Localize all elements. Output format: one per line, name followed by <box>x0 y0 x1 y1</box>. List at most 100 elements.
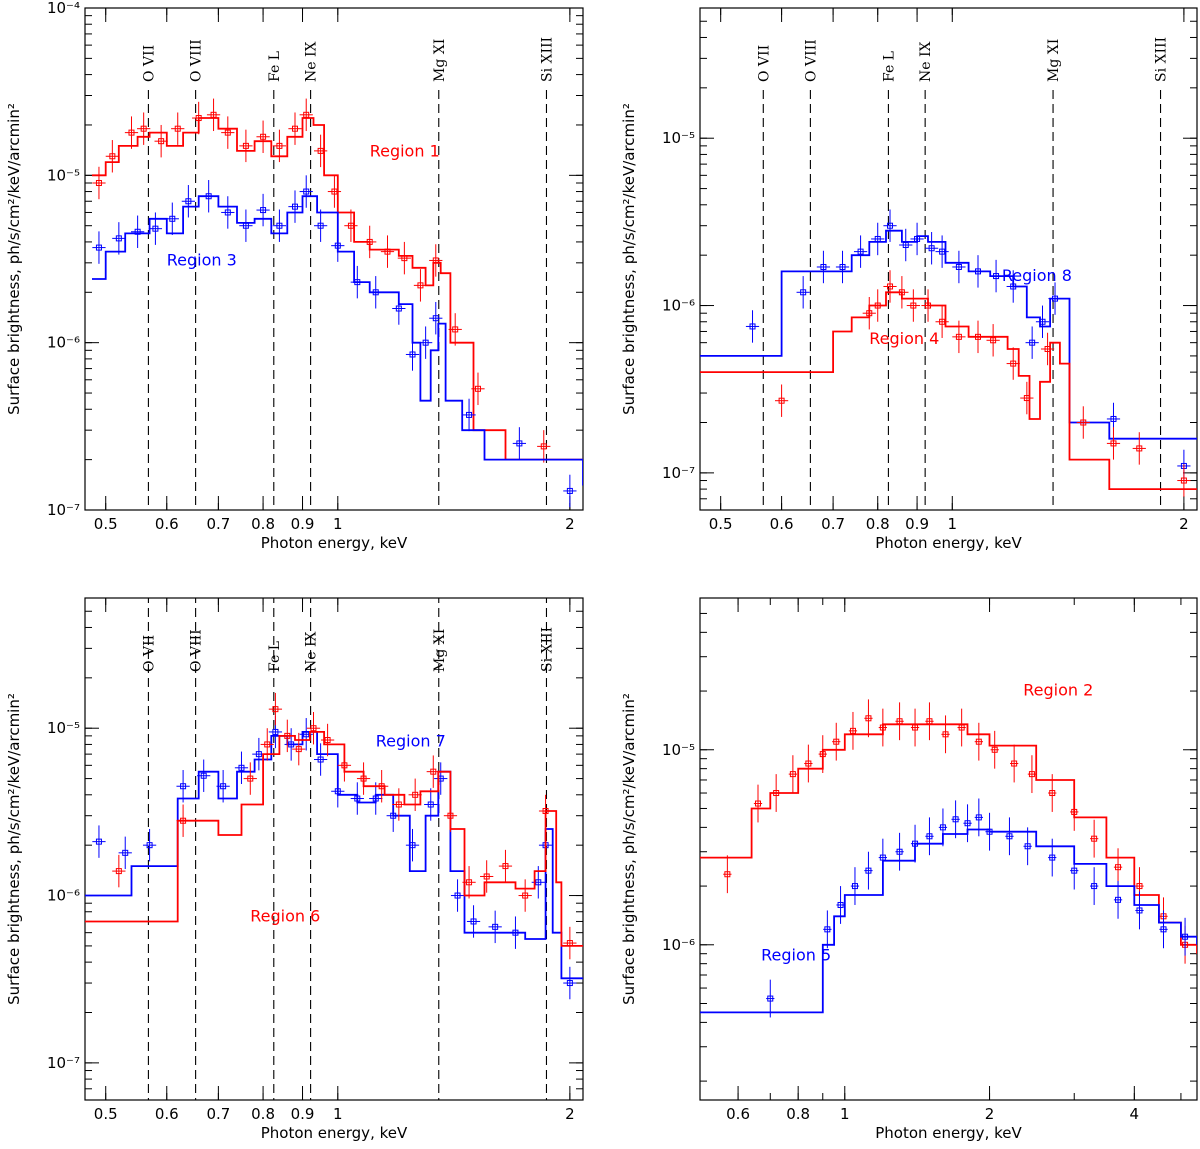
series-region-8 <box>700 209 1197 483</box>
x-tick-label: 0.5 <box>94 515 118 533</box>
point-marker <box>115 868 122 875</box>
point-marker <box>1091 883 1098 890</box>
y-tick-label: 10⁻⁶ <box>662 297 695 315</box>
point-marker <box>366 238 373 245</box>
point-marker <box>566 487 573 494</box>
data-point <box>1070 851 1079 890</box>
data-point <box>256 120 270 153</box>
region-label: Region 1 <box>370 141 440 160</box>
point-marker <box>430 768 437 775</box>
panel-2: 0.5 0.6 0.7 0.8 0.9 1 2 10⁻⁷ 10⁻⁶ 10⁻⁵ Photon ener… <box>620 7 1198 552</box>
minor-ticks <box>699 598 1197 1100</box>
point-marker <box>896 848 903 855</box>
region-label: Region 3 <box>167 250 237 269</box>
x-tick-label: 0.9 <box>291 515 315 533</box>
data-point <box>518 879 532 912</box>
point-marker <box>454 892 461 899</box>
data-point <box>910 222 924 256</box>
data-point <box>971 255 985 288</box>
point-marker <box>409 842 416 849</box>
point-marker <box>1052 295 1059 302</box>
point-marker <box>220 783 227 790</box>
data-point <box>1025 326 1039 359</box>
point-marker <box>341 762 348 769</box>
point-marker <box>432 315 439 322</box>
point-marker <box>749 323 756 330</box>
point-marker <box>1091 835 1098 842</box>
point-marker <box>887 283 894 290</box>
line-label: Ne IX <box>304 631 320 672</box>
data-point <box>864 851 873 890</box>
x-tick-label: 0.7 <box>206 515 230 533</box>
data-point <box>471 372 485 406</box>
series-region-4 <box>700 270 1197 497</box>
x-tick-label: 1 <box>333 515 343 533</box>
point-marker <box>874 302 881 309</box>
point-marker <box>401 255 408 262</box>
x-tick-label: 1 <box>333 1105 343 1123</box>
data-point <box>921 289 935 322</box>
data-point <box>176 804 190 837</box>
point-marker <box>210 111 217 118</box>
point-marker <box>942 731 949 738</box>
point-marker <box>789 771 796 778</box>
data-point <box>1135 891 1144 930</box>
point-marker <box>303 188 310 195</box>
point-marker <box>324 737 331 744</box>
data-point <box>221 196 235 229</box>
data-point <box>369 782 383 815</box>
x-axis-label: Photon energy, keV <box>875 534 1022 552</box>
minor-ticks <box>85 598 583 1101</box>
point-marker <box>857 248 864 255</box>
y-axis-label: Surface brightness, ph/s/cm²/keV/arcmin² <box>620 693 638 1005</box>
x-tick-label: 0.9 <box>905 515 929 533</box>
line-label: Si XIII <box>1154 37 1170 82</box>
point-marker <box>896 718 903 725</box>
data-point <box>938 808 948 847</box>
point-marker <box>255 751 262 758</box>
data-point <box>176 770 190 803</box>
point-marker <box>128 129 135 136</box>
point-marker <box>174 125 181 132</box>
data-point <box>895 702 904 741</box>
point-marker <box>566 940 573 947</box>
point-marker <box>390 812 397 819</box>
point-marker <box>409 351 416 358</box>
data-point <box>405 338 420 371</box>
data-point <box>1023 827 1032 866</box>
data-point <box>832 722 841 761</box>
model-curve <box>85 731 583 980</box>
point-marker <box>427 801 434 808</box>
point-marker <box>1044 345 1051 352</box>
data-point <box>924 232 939 265</box>
data-point <box>836 886 845 924</box>
point-marker <box>1182 933 1189 940</box>
data-point <box>426 755 440 788</box>
model-curve <box>700 229 1197 440</box>
point-marker <box>95 838 102 845</box>
point-marker <box>140 125 147 132</box>
point-marker <box>952 816 959 823</box>
data-point <box>148 212 163 245</box>
data-point <box>137 112 151 145</box>
data-point <box>171 112 185 145</box>
data-point <box>883 270 897 303</box>
series-region-6 <box>85 692 583 960</box>
data-point <box>331 775 345 808</box>
data-point <box>313 209 328 242</box>
point-marker <box>805 760 812 767</box>
point-marker <box>1160 926 1167 933</box>
x-tick-label: 0.8 <box>251 515 275 533</box>
point-marker <box>378 783 385 790</box>
point-marker <box>276 142 283 149</box>
point-marker <box>483 873 490 880</box>
data-point <box>221 116 235 149</box>
region-label: Region 4 <box>869 329 939 348</box>
data-point <box>941 715 950 754</box>
point-marker <box>778 397 785 404</box>
region-label: Region 5 <box>761 946 831 965</box>
x-tick-label: 2 <box>1179 515 1189 533</box>
point-marker <box>317 147 324 154</box>
data-point <box>142 828 157 862</box>
point-marker <box>372 289 379 296</box>
